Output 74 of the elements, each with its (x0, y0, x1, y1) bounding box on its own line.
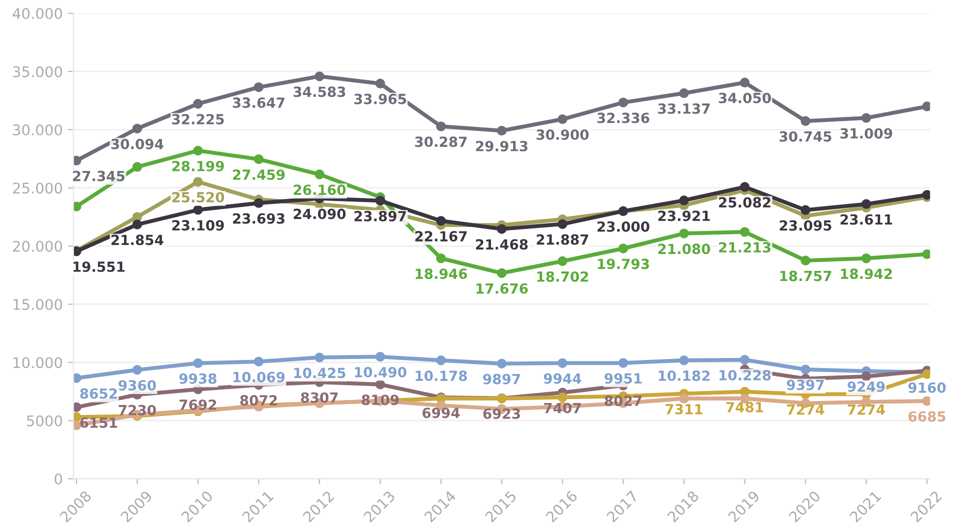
data-label: 18.946 (416, 268, 468, 280)
data-label: 6923 (483, 408, 520, 419)
data-label: 19.793 (598, 258, 649, 270)
data-label: 21.887 (536, 234, 588, 245)
data-label: 27.345 (72, 170, 125, 182)
data-label: 22.167 (415, 231, 467, 242)
data-label: 9897 (483, 374, 520, 384)
data-label: 9944 (544, 373, 582, 384)
data-label: 10.425 (294, 368, 346, 378)
y-tick-label: 25.000 (13, 182, 62, 194)
y-tick-label: 35.000 (13, 66, 62, 78)
data-label: 9249 (848, 381, 885, 392)
data-label: 32.225 (172, 114, 224, 124)
data-label: 7481 (726, 402, 764, 412)
data-label: 25.520 (172, 192, 224, 203)
data-label: 30.745 (780, 131, 832, 142)
data-label: 7274 (787, 404, 824, 415)
data-label: 23.611 (840, 214, 892, 225)
data-label: 9360 (118, 380, 156, 391)
data-label: 23.000 (598, 221, 650, 232)
data-label: 23.897 (354, 210, 406, 222)
data-label: 26.160 (294, 184, 346, 196)
data-label: 18.942 (841, 268, 892, 280)
data-label: 9397 (786, 380, 824, 390)
data-label: 23.921 (658, 210, 710, 222)
data-label: 34.583 (294, 86, 346, 98)
data-label: 30.094 (111, 138, 164, 150)
data-label: 8072 (240, 395, 277, 406)
data-label: 23.109 (172, 220, 224, 231)
data-label: 25.082 (719, 197, 770, 208)
data-label: 21.468 (476, 239, 528, 250)
data-label: 19.551 (73, 261, 125, 272)
data-label: 9938 (179, 373, 216, 384)
data-label: 33.647 (232, 97, 284, 108)
data-label: 10.178 (416, 370, 467, 382)
y-tick-label: 15.000 (14, 298, 62, 310)
data-label: 10.182 (658, 370, 710, 382)
data-label: 30.900 (536, 129, 589, 140)
data-label: 8652 (80, 388, 117, 399)
data-label: 9951 (604, 373, 642, 384)
y-tick-label: 5000 (27, 415, 62, 426)
y-tick-label: 30.000 (13, 124, 62, 136)
data-label: 21.854 (112, 234, 164, 246)
data-label: 32.336 (597, 112, 650, 124)
data-label: 34.050 (718, 92, 771, 104)
data-label: 27.459 (233, 169, 285, 180)
data-label: 7274 (848, 404, 885, 415)
y-tick-label: 40.000 (12, 8, 62, 20)
data-label: 17.676 (476, 283, 528, 294)
data-label: 6994 (422, 408, 460, 418)
y-tick-label: 0 (54, 474, 62, 485)
data-label: 28.199 (172, 160, 224, 172)
data-label: 31.009 (840, 128, 892, 139)
data-label: 23.095 (780, 220, 832, 231)
data-label: 33.137 (658, 103, 710, 114)
data-label: 9160 (908, 382, 946, 393)
data-label: 10.228 (720, 370, 771, 380)
data-label: 18.702 (537, 271, 588, 282)
y-tick-label: 10.000 (14, 357, 62, 368)
data-label: 21.080 (658, 244, 710, 254)
y-tick-label: 20.000 (13, 240, 62, 252)
data-label: 29.913 (476, 140, 528, 152)
data-label: 10.069 (233, 372, 285, 382)
data-label: 21.213 (719, 242, 770, 253)
data-label: 10.490 (355, 366, 406, 378)
data-label: 7311 (666, 404, 702, 414)
data-label: 6685 (908, 411, 946, 422)
data-label: 30.287 (415, 136, 467, 148)
data-label: 8307 (301, 392, 338, 403)
data-label: 24.090 (294, 208, 346, 220)
data-label: 18.757 (780, 270, 832, 282)
data-label: 33.965 (354, 94, 406, 104)
data-label: 7692 (180, 399, 216, 410)
data-label: 23.693 (233, 213, 284, 224)
